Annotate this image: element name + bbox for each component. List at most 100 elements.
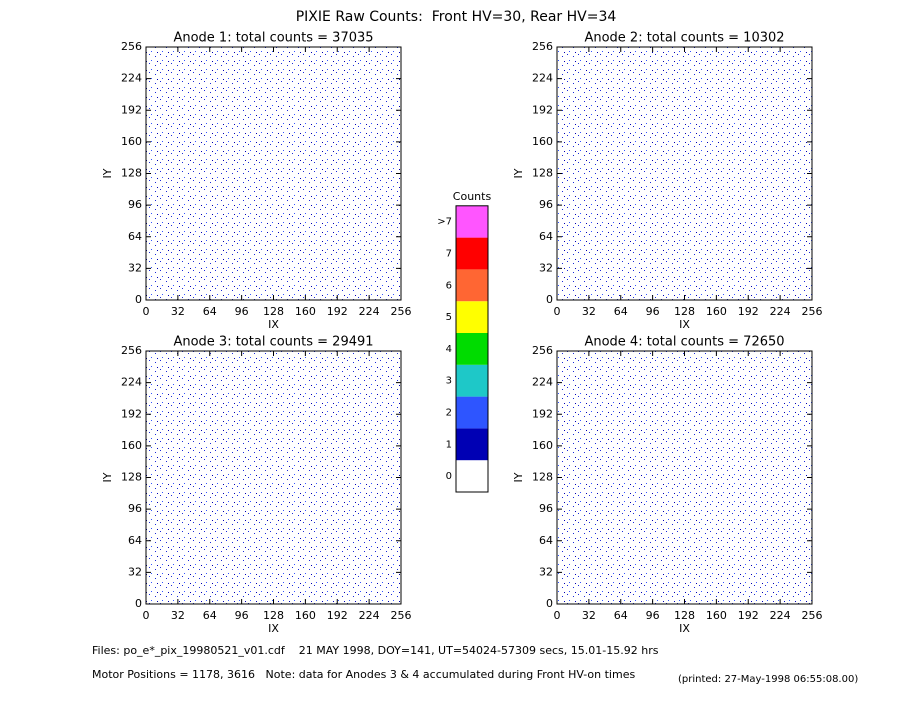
y-tick-label: 192: [532, 407, 553, 420]
colorbar-cell: [456, 364, 488, 397]
y-tick-label: 0: [135, 293, 142, 306]
x-tick-label: 96: [235, 305, 249, 318]
x-tick-label: 128: [263, 609, 284, 622]
x-tick-label: 32: [582, 305, 596, 318]
y-tick-label: 192: [121, 103, 142, 116]
colorbar-label: 2: [446, 408, 452, 419]
y-tick-label: 32: [128, 565, 142, 578]
x-tick-label: 160: [295, 305, 316, 318]
y-tick-label: 128: [532, 471, 553, 484]
y-tick-label: 256: [532, 40, 553, 53]
chart-title: PIXIE Raw Counts: Front HV=30, Rear HV=3…: [296, 9, 617, 25]
x-tick-label: 128: [674, 305, 695, 318]
x-tick-label: 224: [359, 305, 380, 318]
x-tick-label: 0: [554, 609, 561, 622]
colorbar-label: 3: [446, 376, 452, 387]
colorbar-cell: [456, 301, 488, 333]
x-tick-label: 32: [171, 609, 185, 622]
colorbar-cell: [456, 205, 488, 238]
colorbar-label: 1: [446, 439, 452, 450]
y-tick-label: 0: [546, 293, 553, 306]
colorbar-cell: [456, 428, 488, 461]
y-tick-label: 160: [121, 439, 142, 452]
colorbar-label: 4: [446, 344, 452, 355]
colorbar-cell: [456, 396, 488, 429]
y-tick-label: 64: [128, 230, 142, 243]
panel-title: Anode 4: total counts = 72650: [584, 335, 784, 350]
x-tick-label: 64: [614, 609, 628, 622]
x-tick-label: 96: [235, 609, 249, 622]
y-tick-label: 256: [121, 344, 142, 357]
colorbar-cell: [456, 269, 488, 302]
y-tick-label: 160: [532, 439, 553, 452]
x-tick-label: 32: [171, 305, 185, 318]
y-tick-label: 224: [121, 376, 142, 389]
y-tick-label: 160: [532, 135, 553, 148]
colorbar-label: >7: [437, 217, 452, 228]
x-tick-label: 64: [614, 305, 628, 318]
x-tick-label: 128: [263, 305, 284, 318]
x-tick-label: 256: [391, 609, 412, 622]
y-tick-label: 224: [532, 72, 553, 85]
y-tick-label: 0: [135, 597, 142, 610]
y-tick-label: 32: [128, 261, 142, 274]
x-tick-label: 0: [554, 305, 561, 318]
x-tick-label: 32: [582, 609, 596, 622]
plot-area: [146, 351, 401, 604]
colorbar-cell: [456, 333, 488, 365]
x-tick-label: 64: [203, 305, 217, 318]
y-tick-label: 96: [128, 502, 142, 515]
y-tick-label: 128: [121, 471, 142, 484]
y-axis-label: IY: [101, 168, 114, 178]
colorbar-cell: [456, 237, 488, 270]
y-axis-label: IY: [101, 472, 114, 482]
footer-motor: Motor Positions = 1178, 3616 Note: data …: [92, 668, 635, 681]
colorbar-label: 6: [446, 280, 452, 291]
colorbar-label: 7: [446, 249, 452, 260]
y-tick-label: 224: [121, 72, 142, 85]
x-tick-label: 256: [802, 609, 823, 622]
x-tick-label: 96: [646, 305, 660, 318]
y-tick-label: 96: [128, 198, 142, 211]
x-axis-label: IX: [679, 622, 690, 635]
y-tick-label: 64: [539, 230, 553, 243]
colorbar-label: 5: [446, 312, 452, 323]
y-tick-label: 32: [539, 565, 553, 578]
colorbar-frame: [455, 205, 489, 493]
footer-files: Files: po_e*_pix_19980521_v01.cdf 21 MAY…: [92, 644, 659, 657]
plot-area: [146, 47, 401, 300]
y-tick-label: 128: [121, 167, 142, 180]
y-tick-label: 0: [546, 597, 553, 610]
y-tick-label: 256: [121, 40, 142, 53]
x-tick-label: 192: [738, 609, 759, 622]
x-tick-label: 224: [359, 609, 380, 622]
x-tick-label: 0: [143, 305, 150, 318]
x-tick-label: 160: [706, 609, 727, 622]
y-tick-label: 64: [539, 534, 553, 547]
y-tick-label: 224: [532, 376, 553, 389]
x-axis-label: IX: [679, 318, 690, 331]
footer-printed: (printed: 27-May-1998 06:55:08.00): [678, 674, 858, 685]
y-tick-label: 64: [128, 534, 142, 547]
x-tick-label: 224: [770, 305, 791, 318]
y-tick-label: 192: [121, 407, 142, 420]
x-tick-label: 256: [802, 305, 823, 318]
y-axis-label: IY: [512, 168, 525, 178]
colorbar-cell: [456, 460, 488, 492]
x-axis-label: IX: [268, 318, 279, 331]
x-tick-label: 192: [327, 609, 348, 622]
y-tick-label: 128: [532, 167, 553, 180]
y-axis-label: IY: [512, 472, 525, 482]
x-tick-label: 192: [327, 305, 348, 318]
plot-area: [557, 47, 812, 300]
y-tick-label: 96: [539, 502, 553, 515]
x-tick-label: 256: [391, 305, 412, 318]
y-tick-label: 192: [532, 103, 553, 116]
x-tick-label: 0: [143, 609, 150, 622]
plot-area: [557, 351, 812, 604]
y-tick-label: 256: [532, 344, 553, 357]
x-tick-label: 96: [646, 609, 660, 622]
x-tick-label: 128: [674, 609, 695, 622]
colorbar-title: Counts: [453, 190, 492, 203]
